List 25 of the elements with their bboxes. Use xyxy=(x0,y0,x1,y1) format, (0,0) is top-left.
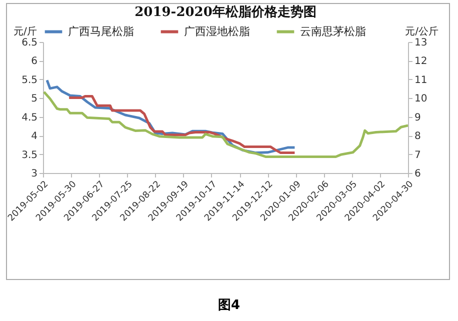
y2-tick-label: 6 xyxy=(414,168,421,180)
y2-axis-title: 元/公斤 xyxy=(405,26,438,38)
y2-tick-label: 10 xyxy=(414,94,428,105)
y2-tick-label: 7 xyxy=(414,150,421,161)
y-tick-label: 6 xyxy=(31,56,38,68)
line-series xyxy=(43,90,408,158)
y2-tick-label: 8 xyxy=(414,131,421,142)
chart-title: 2019-2020年松脂价格走势图 xyxy=(134,4,316,20)
y2-tick-label: 9 xyxy=(414,112,421,124)
y-tick-label: 3.5 xyxy=(22,150,38,161)
legend-label: 广西马尾松脂 xyxy=(68,24,134,38)
y-axis-title: 元/斤 xyxy=(14,26,37,38)
y-tick-label: 5 xyxy=(31,94,38,105)
y2-tick-label: 13 xyxy=(414,38,428,48)
caption: 图4 xyxy=(216,297,242,314)
y-tick-label: 5.5 xyxy=(22,74,38,86)
y2-tick-label: 11 xyxy=(414,74,428,86)
y-tick-label: 4.5 xyxy=(22,112,38,124)
y2-tick-label: 12 xyxy=(414,56,428,68)
legend-label: 广西湿地松脂 xyxy=(184,24,250,38)
y-tick-label: 3 xyxy=(31,168,38,180)
y-tick-label: 6.5 xyxy=(22,38,38,48)
line-series xyxy=(68,95,296,154)
y-tick-label: 4 xyxy=(31,131,38,142)
legend-label: 云南思茅松脂 xyxy=(300,24,366,38)
